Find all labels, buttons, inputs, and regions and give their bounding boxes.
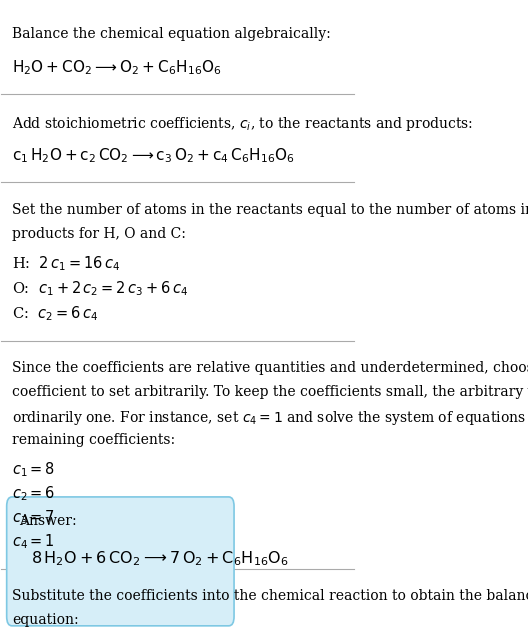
Text: $c_4 = 1$: $c_4 = 1$ (12, 532, 55, 551)
Text: Balance the chemical equation algebraically:: Balance the chemical equation algebraica… (12, 27, 331, 40)
Text: Substitute the coefficients into the chemical reaction to obtain the balanced: Substitute the coefficients into the che… (12, 589, 528, 603)
Text: products for H, O and C:: products for H, O and C: (12, 226, 186, 241)
Text: $c_1 = 8$: $c_1 = 8$ (12, 461, 55, 479)
FancyBboxPatch shape (7, 497, 234, 626)
Text: ordinarily one. For instance, set $c_4 = 1$ and solve the system of equations fo: ordinarily one. For instance, set $c_4 =… (12, 409, 528, 427)
Text: Answer:: Answer: (19, 514, 77, 528)
Text: $c_3 = 7$: $c_3 = 7$ (12, 508, 55, 527)
Text: Since the coefficients are relative quantities and underdetermined, choose a: Since the coefficients are relative quan… (12, 361, 528, 375)
Text: remaining coefficients:: remaining coefficients: (12, 433, 175, 447)
Text: $\mathregular{c_1\,H_2O + c_2\,CO_2 \longrightarrow c_3\,O_2 + c_4\,C_6H_{16}O_6: $\mathregular{c_1\,H_2O + c_2\,CO_2 \lon… (12, 146, 295, 165)
Text: Add stoichiometric coefficients, $\mathit{c_i}$, to the reactants and products:: Add stoichiometric coefficients, $\mathi… (12, 114, 473, 133)
Text: $8\,\mathregular{H_2O} + 6\,\mathregular{CO_2} \longrightarrow 7\,\mathregular{O: $8\,\mathregular{H_2O} + 6\,\mathregular… (31, 549, 289, 568)
Text: $c_2 = 6$: $c_2 = 6$ (12, 484, 55, 503)
Text: $\mathregular{H_2O + CO_2 \longrightarrow O_2 + C_6H_{16}O_6}$: $\mathregular{H_2O + CO_2 \longrightarro… (12, 58, 222, 76)
Text: H:  $2\,c_1 = 16\,c_4$: H: $2\,c_1 = 16\,c_4$ (12, 254, 120, 273)
Text: coefficient to set arbitrarily. To keep the coefficients small, the arbitrary va: coefficient to set arbitrarily. To keep … (12, 385, 528, 399)
Text: equation:: equation: (12, 612, 79, 627)
Text: O:  $c_1 + 2\,c_2 = 2\,c_3 + 6\,c_4$: O: $c_1 + 2\,c_2 = 2\,c_3 + 6\,c_4$ (12, 279, 188, 298)
Text: Set the number of atoms in the reactants equal to the number of atoms in the: Set the number of atoms in the reactants… (12, 203, 528, 217)
Text: C:  $c_2 = 6\,c_4$: C: $c_2 = 6\,c_4$ (12, 305, 98, 323)
